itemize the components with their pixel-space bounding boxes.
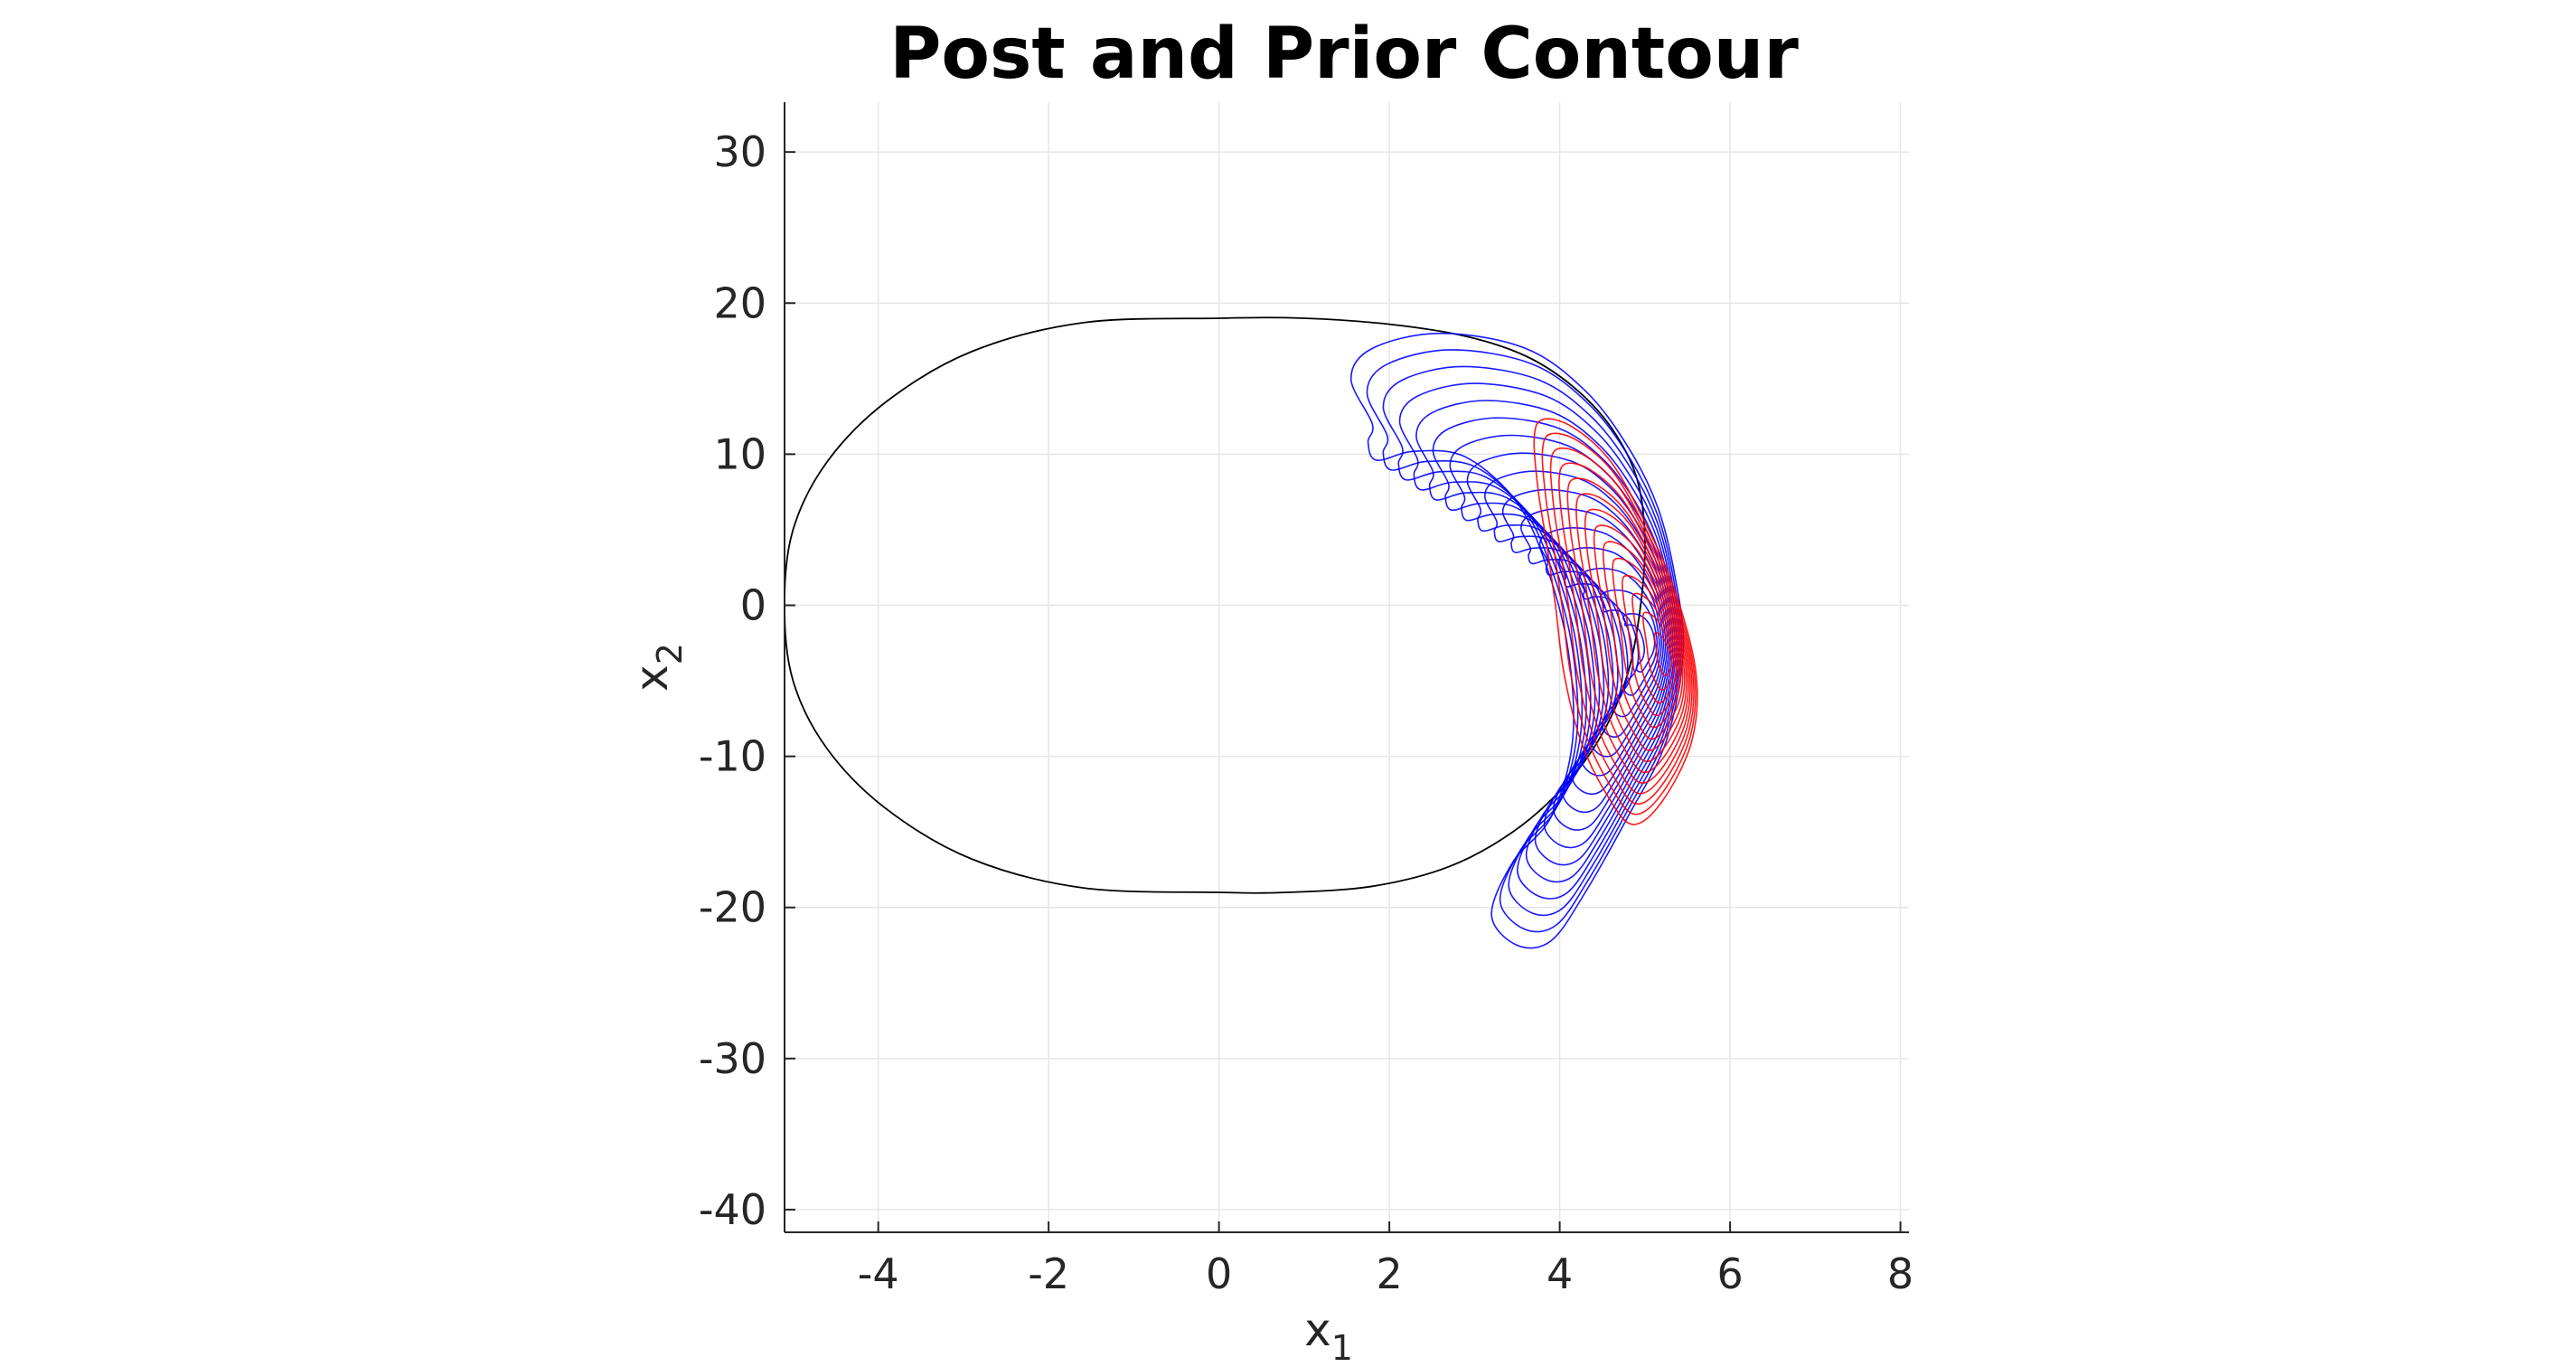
posterior-contour-level [1641, 611, 1676, 691]
prior-contour-level [1466, 452, 1672, 831]
prior-contour-level [1449, 434, 1674, 849]
y-tick-label: 0 [740, 580, 766, 629]
axes-layer [784, 102, 1909, 1233]
y-tick-label: 30 [713, 127, 766, 176]
y-tick-labels: 30 20 10 0 -10 -20 -30 -40 [699, 127, 766, 1234]
posterior-contour-layer [1533, 418, 1698, 825]
x-tick-label: -4 [858, 1249, 899, 1298]
y-axis-label-sub: 2 [650, 643, 690, 665]
posterior-contour-level [1533, 418, 1698, 825]
posterior-contour-level [1558, 462, 1693, 795]
trajectory-line [785, 316, 1646, 894]
posterior-contour-level [1566, 477, 1691, 784]
posterior-contour-level [1593, 524, 1686, 751]
posterior-contour-level [1653, 632, 1673, 677]
x-tick-label: 6 [1716, 1249, 1743, 1298]
posterior-contour-level [1602, 541, 1684, 740]
y-axis-label: x2 [625, 643, 690, 692]
posterior-contour-level [1612, 557, 1682, 729]
prior-contour-level [1538, 526, 1665, 758]
prior-contour-level [1558, 547, 1662, 738]
y-tick-label: -10 [699, 732, 766, 781]
x-tick-label: 8 [1887, 1249, 1913, 1298]
prior-contour-level [1520, 507, 1667, 777]
posterior-contour-level [1622, 574, 1679, 717]
y-tick-label: -20 [699, 883, 766, 932]
posterior-contour-level [1575, 493, 1689, 774]
y-axis-label-main: x [625, 665, 678, 692]
posterior-contour-level [1541, 432, 1697, 815]
y-tick-label: 20 [713, 278, 766, 327]
prior-contour-level [1578, 567, 1660, 718]
x-axis-label-sub: 1 [1331, 1328, 1353, 1367]
prior-contour-level [1432, 417, 1676, 866]
x-axis-label-main: x [1304, 1304, 1331, 1356]
x-tick-label: -2 [1028, 1249, 1069, 1298]
posterior-contour-level [1549, 447, 1695, 806]
prior-contour-level [1415, 400, 1678, 883]
posterior-contour-level [1631, 592, 1678, 704]
y-tick-label: -30 [699, 1034, 766, 1083]
x-tick-label: 2 [1376, 1249, 1402, 1298]
x-tick-label: 0 [1206, 1249, 1232, 1298]
x-tick-label: 4 [1547, 1249, 1573, 1298]
x-axis-label: x1 [1304, 1304, 1353, 1367]
prior-contour-level [1398, 382, 1679, 900]
prior-contour-level [1484, 470, 1670, 814]
chart-title: Post and Prior Contour [889, 14, 1799, 95]
trajectory-layer [785, 316, 1646, 894]
y-tick-label: 10 [713, 429, 766, 478]
posterior-contour-level [1584, 508, 1688, 763]
prior-contour-layer [1349, 332, 1685, 949]
grid-layer [785, 102, 1909, 1232]
prior-contour-level [1382, 365, 1681, 917]
x-tick-labels: -4 -2 0 2 4 6 8 [858, 1249, 1913, 1298]
y-tick-label: -40 [699, 1185, 766, 1234]
